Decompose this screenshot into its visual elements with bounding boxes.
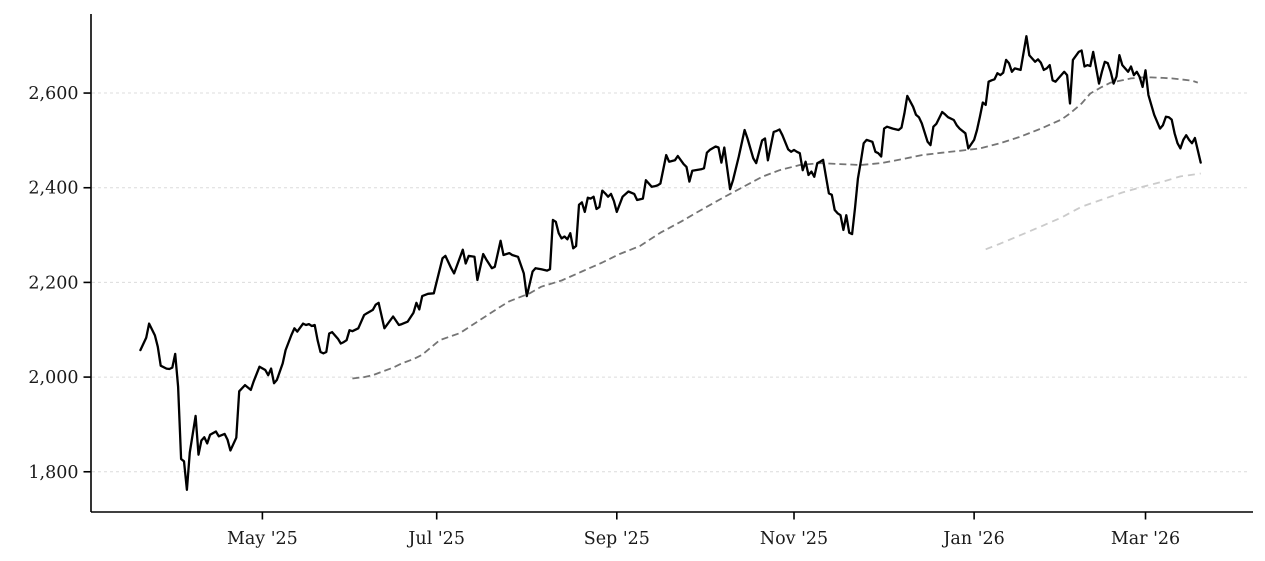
price-line [139,35,1202,491]
axes [90,14,1253,513]
y-tick-label: 2,000 [28,368,78,388]
y-tick-label: 2,200 [28,273,78,293]
gray-dashed-average-line [352,76,1199,380]
light-gray-dashed-average-line [985,172,1201,251]
x-tick-label: Nov '25 [760,529,828,549]
x-tick-label: Jan '26 [941,529,1004,549]
x-tick-label: May '25 [227,529,298,549]
y-axis-ticks: 1,800 2,000 2,200 2,400 2,600 [28,84,91,483]
gridlines [92,92,1250,473]
x-tick-label: Jul '25 [406,529,465,549]
y-tick-label: 1,800 [28,463,78,483]
x-tick-label: Sep '25 [584,529,650,549]
x-tick-label: Mar '26 [1111,529,1180,549]
x-axis-ticks: May '25 Jul '25 Sep '25 Nov '25 Jan '26 Mar '… [227,512,1180,549]
y-tick-label: 2,600 [28,84,78,104]
y-tick-label: 2,400 [28,179,78,199]
